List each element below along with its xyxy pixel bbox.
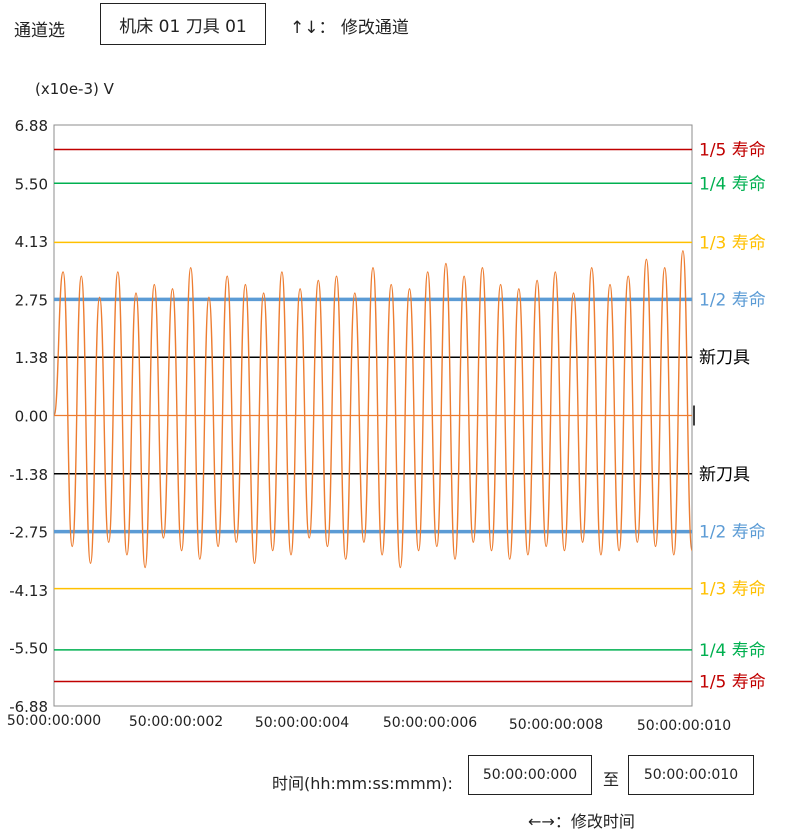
- y-tick-label: -1.38: [9, 466, 48, 484]
- y-tick-label: -4.13: [9, 582, 48, 600]
- y-tick-label: 0.00: [15, 408, 48, 426]
- y-tick-label: -2.75: [9, 524, 48, 542]
- y-tick-label: 4.13: [15, 233, 48, 251]
- x-tick-label: 50:00:00:002: [129, 714, 223, 730]
- threshold-label: 1/4 寿命: [699, 174, 766, 194]
- y-tick-label: 2.75: [15, 291, 48, 309]
- end-time-field[interactable]: 50:00:00:010: [628, 755, 754, 795]
- y-tick-label: 5.50: [15, 175, 48, 193]
- threshold-label: 1/3 寿命: [699, 233, 766, 253]
- start-time-field[interactable]: 50:00:00:000: [468, 755, 592, 795]
- x-tick-label: 50:00:00:008: [509, 717, 603, 733]
- threshold-label: 1/2 寿命: [699, 290, 766, 310]
- threshold-label: 1/4 寿命: [699, 641, 766, 661]
- threshold-label: 1/5 寿命: [699, 140, 766, 160]
- channel-select-label: 通道选: [14, 21, 65, 41]
- threshold-label: 新刀具: [699, 348, 750, 368]
- to-label: 至: [603, 770, 620, 789]
- threshold-label: 1/2 寿命: [699, 523, 766, 543]
- y-tick-label: -5.50: [9, 640, 48, 658]
- time-hint: ←→：修改时间: [528, 812, 635, 831]
- threshold-label: 1/5 寿命: [699, 673, 766, 693]
- time-range-label: 时间(hh:mm:ss:mmm):: [272, 774, 453, 793]
- threshold-label: 1/3 寿命: [699, 580, 766, 600]
- y-tick-label: 6.88: [15, 117, 48, 135]
- channel-selector[interactable]: 机床 01 刀具 01: [100, 3, 266, 45]
- x-tick-label: 50:00:00:000: [7, 713, 101, 729]
- y-tick-label: -6.88: [9, 698, 48, 716]
- x-tick-label: 50:00:00:006: [383, 715, 477, 731]
- x-tick-label: 50:00:00:004: [255, 715, 349, 731]
- threshold-label: 新刀具: [699, 465, 750, 485]
- channel-hint: ↑↓： 修改通道: [290, 18, 409, 38]
- y-axis-unit-label: (x10e-3) V: [35, 80, 114, 98]
- x-tick-label: 50:00:00:010: [637, 718, 731, 734]
- signal-series-line: [53, 250, 693, 569]
- y-tick-label: 1.38: [15, 349, 48, 367]
